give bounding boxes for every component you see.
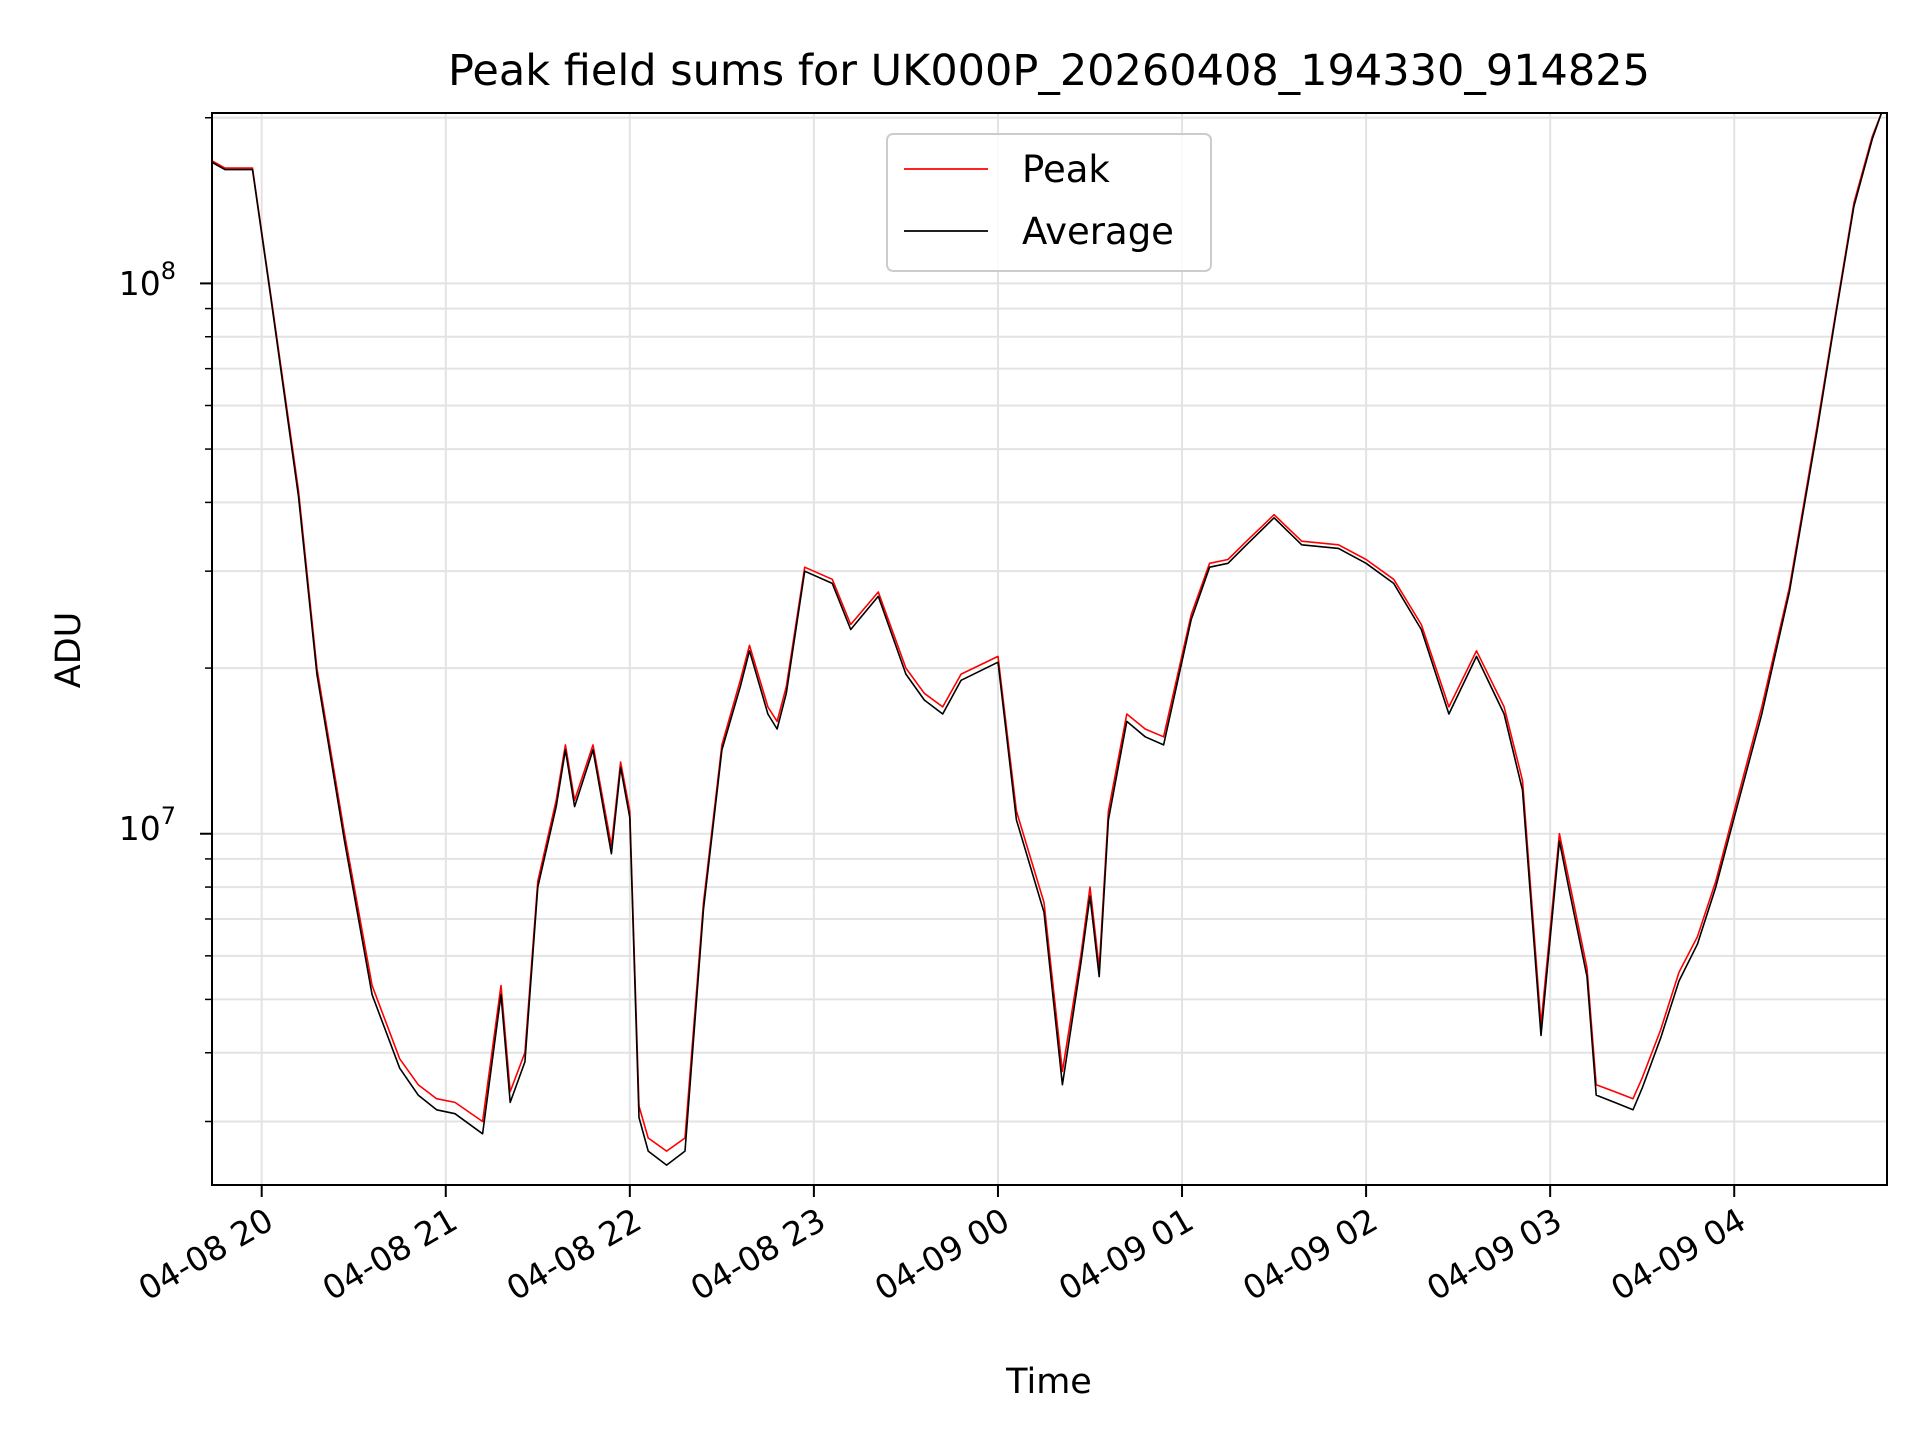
legend-average-label: Average bbox=[1022, 210, 1174, 253]
average-series-line bbox=[211, 112, 1887, 1166]
chart-title: Peak field sums for UK000P_20260408_1943… bbox=[448, 46, 1650, 96]
legend: Peak Average bbox=[886, 133, 1212, 272]
y-tick-label-1e8: 108 bbox=[119, 257, 176, 303]
peak-series-line bbox=[211, 112, 1887, 1152]
legend-peak-label: Peak bbox=[1022, 148, 1110, 191]
y-axis-title: ADU bbox=[49, 612, 89, 689]
grid bbox=[212, 113, 1887, 1185]
x-axis-title: Time bbox=[1005, 1362, 1092, 1402]
y-tick-label-1e7: 107 bbox=[119, 802, 176, 848]
axes-frame bbox=[211, 112, 1888, 1186]
